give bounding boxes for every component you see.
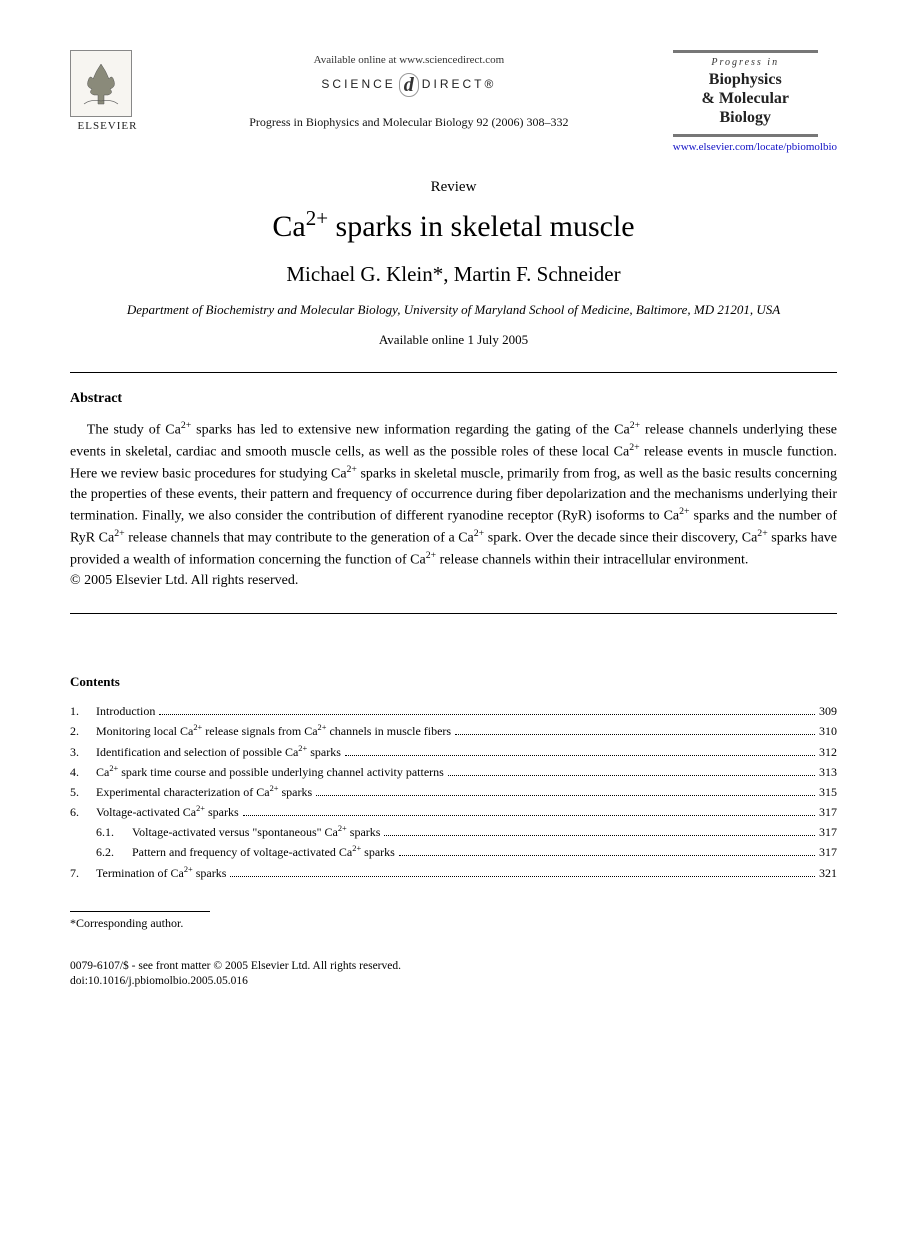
article-type: Review — [70, 179, 837, 196]
available-online-text: Available online at www.sciencedirect.co… — [165, 54, 653, 66]
toc-leader-dots — [399, 855, 815, 856]
toc-page: 317 — [819, 843, 837, 862]
toc-number: 5. — [70, 783, 96, 802]
toc-label: Voltage-activated Ca2+ sparks — [96, 802, 239, 822]
journal-box-title-line3: Biology — [719, 109, 771, 126]
toc-page: 321 — [819, 864, 837, 883]
elsevier-tree-svg — [78, 59, 124, 109]
toc-label: Introduction — [96, 702, 155, 721]
toc-page: 310 — [819, 722, 837, 741]
toc-leader-dots — [384, 835, 815, 836]
journal-box-title-line1: Biophysics — [709, 71, 782, 88]
toc-number: 3. — [70, 743, 96, 762]
toc-number: 6. — [70, 803, 96, 822]
toc-leader-dots — [159, 714, 815, 715]
journal-url[interactable]: www.elsevier.com/locate/pbiomolbio — [673, 141, 837, 153]
toc-label: Ca2+ spark time course and possible unde… — [96, 762, 444, 782]
front-matter-line: 0079-6107/$ - see front matter © 2005 El… — [70, 959, 837, 975]
toc-page: 312 — [819, 743, 837, 762]
toc-number: 7. — [70, 864, 96, 883]
toc-leader-dots — [243, 815, 815, 816]
toc-number: 6.2. — [70, 843, 132, 862]
toc-row: 6.Voltage-activated Ca2+ sparks 317 — [70, 802, 837, 822]
toc-label: Pattern and frequency of voltage-activat… — [132, 842, 395, 862]
available-online-date: Available online 1 July 2005 — [70, 332, 837, 348]
rule-below-abstract — [70, 613, 837, 614]
contents-heading: Contents — [70, 674, 837, 690]
abstract-heading: Abstract — [70, 391, 837, 407]
toc-row: 6.2.Pattern and frequency of voltage-act… — [70, 842, 837, 862]
table-of-contents: 1.Introduction3092.Monitoring local Ca2+… — [70, 702, 837, 883]
elsevier-tree-icon — [70, 50, 132, 117]
journal-box-wrapper: Progress in Biophysics & Molecular Biolo… — [673, 50, 837, 153]
toc-page: 317 — [819, 823, 837, 842]
toc-label: Monitoring local Ca2+ release signals fr… — [96, 721, 451, 741]
toc-leader-dots — [230, 876, 815, 877]
toc-number: 1. — [70, 702, 96, 721]
toc-page: 317 — [819, 803, 837, 822]
toc-label: Identification and selection of possible… — [96, 742, 341, 762]
authors: Michael G. Klein*, Martin F. Schneider — [70, 262, 837, 287]
copyright-line: © 2005 Elsevier Ltd. All rights reserved… — [70, 573, 837, 589]
rule-above-abstract — [70, 372, 837, 373]
page-container: ELSEVIER Available online at www.science… — [0, 0, 907, 1050]
science-direct-logo: SCIENCEdDIRECT® — [165, 74, 653, 97]
toc-row: 4.Ca2+ spark time course and possible un… — [70, 762, 837, 782]
abstract-body: The study of Ca2+ sparks has led to exte… — [70, 419, 837, 571]
footer-block: 0079-6107/$ - see front matter © 2005 El… — [70, 959, 837, 990]
journal-box-progress: Progress in — [673, 57, 818, 68]
publisher-logo-block: ELSEVIER — [70, 50, 145, 132]
toc-row: 2.Monitoring local Ca2+ release signals … — [70, 721, 837, 741]
toc-row: 5.Experimental characterization of Ca2+ … — [70, 782, 837, 802]
publisher-name: ELSEVIER — [70, 120, 145, 132]
toc-row: 6.1.Voltage-activated versus "spontaneou… — [70, 822, 837, 842]
toc-row: 7.Termination of Ca2+ sparks 321 — [70, 863, 837, 883]
corresponding-author-footnote: *Corresponding author. — [70, 916, 837, 931]
toc-leader-dots — [316, 795, 815, 796]
journal-box-title: Biophysics & Molecular Biology — [673, 70, 818, 137]
toc-page: 315 — [819, 783, 837, 802]
affiliation: Department of Biochemistry and Molecular… — [70, 301, 837, 319]
toc-leader-dots — [455, 734, 815, 735]
doi-line: doi:10.1016/j.pbiomolbio.2005.05.016 — [70, 974, 837, 990]
footnote-rule — [70, 911, 210, 912]
toc-row: 3.Identification and selection of possib… — [70, 742, 837, 762]
toc-leader-dots — [345, 755, 815, 756]
toc-label: Voltage-activated versus "spontaneous" C… — [132, 822, 380, 842]
toc-number: 6.1. — [70, 823, 132, 842]
toc-number: 4. — [70, 763, 96, 782]
center-header: Available online at www.sciencedirect.co… — [145, 50, 673, 130]
sciencedirect-d-icon: d — [399, 73, 419, 97]
toc-page: 309 — [819, 702, 837, 721]
toc-page: 313 — [819, 763, 837, 782]
toc-number: 2. — [70, 722, 96, 741]
journal-reference: Progress in Biophysics and Molecular Bio… — [165, 115, 653, 130]
toc-label: Experimental characterization of Ca2+ sp… — [96, 782, 312, 802]
article-title: Ca2+ sparks in skeletal muscle — [70, 206, 837, 244]
toc-leader-dots — [448, 775, 815, 776]
header-row: ELSEVIER Available online at www.science… — [70, 50, 837, 153]
journal-title-box: Progress in Biophysics & Molecular Biolo… — [673, 50, 818, 137]
toc-row: 1.Introduction 309 — [70, 702, 837, 721]
toc-label: Termination of Ca2+ sparks — [96, 863, 226, 883]
journal-box-title-line2: & Molecular — [701, 90, 789, 107]
